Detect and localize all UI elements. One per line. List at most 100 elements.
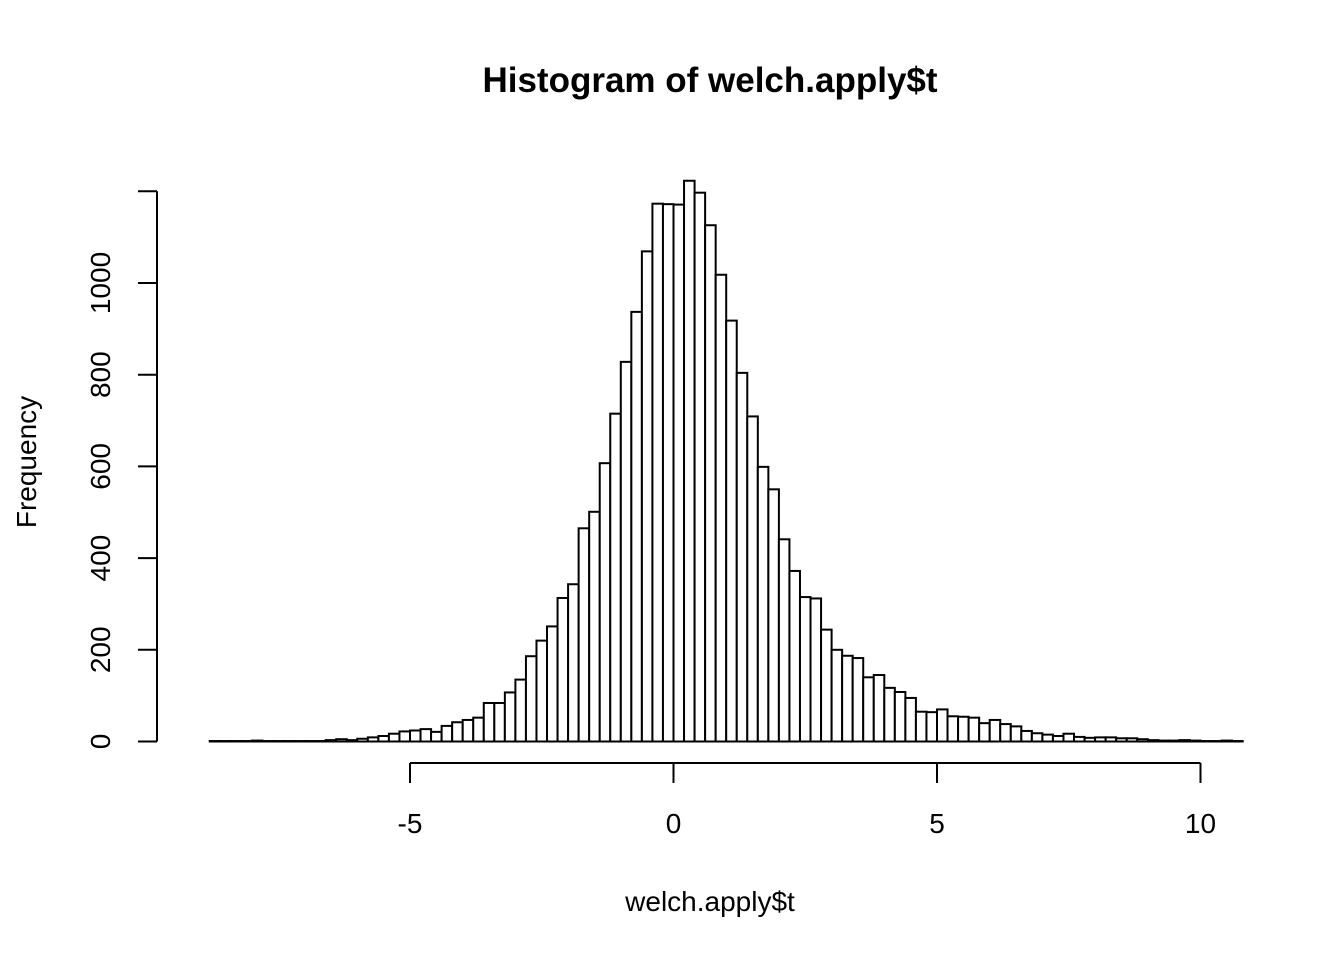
x-axis: -5 0 5 10 [398, 762, 1216, 839]
histogram-bar [472, 716, 485, 743]
histogram-bar [777, 538, 791, 743]
histogram-bar [1051, 734, 1065, 743]
histogram-bar [809, 597, 823, 743]
histogram-bar [324, 739, 338, 743]
histogram-bar [1125, 737, 1139, 743]
histogram-bar [756, 465, 770, 743]
histogram-bar [714, 273, 728, 743]
x-tick-label: 0 [666, 808, 682, 839]
histogram-bar [693, 191, 707, 743]
histogram-bar [630, 310, 643, 743]
histogram-bar [493, 701, 506, 743]
histogram-bar [914, 710, 928, 743]
histogram-bar [514, 678, 527, 743]
histogram-bar [1220, 739, 1234, 743]
histogram-bar [841, 654, 854, 743]
histogram-bar [556, 596, 570, 743]
y-tick-label: 400 [85, 535, 116, 582]
histogram-bar [661, 203, 675, 743]
histogram-bar [946, 715, 960, 743]
histogram-bar [872, 674, 886, 743]
chart-title: Histogram of welch.apply$t [482, 61, 937, 100]
histogram-bar [830, 648, 844, 743]
histogram-bar [482, 701, 496, 743]
histogram-bar [588, 510, 601, 743]
histogram-bar [788, 569, 801, 743]
histogram-bar [356, 737, 369, 743]
histogram-bar [1073, 735, 1086, 743]
histogram-bar [1030, 732, 1044, 743]
histogram-bar [1188, 739, 1202, 743]
histogram-bar [767, 488, 780, 743]
histogram-bar [345, 739, 359, 743]
histogram-bars [208, 179, 1244, 743]
histogram-bar [862, 676, 875, 743]
histogram-bar [904, 696, 917, 743]
histogram-bar [366, 736, 380, 743]
x-tick-label: -5 [398, 808, 423, 839]
y-tick-label: 600 [85, 443, 116, 490]
histogram-bar [978, 722, 991, 743]
histogram-bar [1041, 733, 1054, 743]
x-tick-label: 10 [1185, 808, 1216, 839]
histogram-bar [609, 412, 622, 743]
histogram-bar [851, 657, 865, 743]
histogram-bar [440, 724, 454, 743]
histogram-bar [546, 625, 559, 743]
histogram-bar [535, 639, 549, 743]
histogram-bar [746, 415, 759, 743]
histogram-bar [377, 734, 390, 743]
histogram-bar [999, 723, 1012, 743]
histogram-bar [524, 655, 538, 743]
histogram-bar [1157, 739, 1170, 743]
histogram-bar [430, 730, 443, 743]
histogram-bar [651, 202, 664, 743]
histogram-bar [967, 716, 981, 743]
histogram-bar [1083, 736, 1097, 743]
histogram-bar [503, 691, 517, 743]
histogram-bar [683, 179, 696, 743]
histogram-bar [1178, 739, 1191, 743]
histogram-bar [419, 728, 433, 743]
histogram-bar [577, 527, 591, 743]
y-tick-label: 1000 [85, 252, 116, 314]
histogram-bar [883, 686, 896, 743]
y-tick-label: 0 [85, 734, 116, 750]
histogram-bar [619, 360, 633, 743]
histogram-bar [451, 721, 464, 743]
histogram-bar [925, 711, 939, 743]
histogram-bar [387, 732, 401, 743]
histogram-bar [1009, 725, 1023, 743]
histogram-bar [1115, 737, 1128, 743]
histogram-bar [893, 690, 907, 743]
histogram-bar [1062, 732, 1076, 743]
histogram-bar [335, 738, 348, 743]
histogram-bar [820, 628, 833, 743]
histogram-bar [672, 203, 686, 743]
y-axis-label: Frequency [11, 396, 42, 528]
x-axis-label: welch.apply$t [624, 886, 795, 917]
histogram-bar [936, 708, 949, 743]
histogram-bar [409, 729, 422, 743]
x-tick-label: 5 [929, 808, 945, 839]
histogram-bar [957, 715, 970, 743]
histogram-bar [598, 462, 612, 743]
y-axis: 0 200 400 600 800 1000 [85, 190, 158, 750]
histogram-bar [1167, 739, 1181, 743]
histogram-bar [735, 371, 749, 743]
histogram-bar [250, 739, 264, 743]
histogram-bar [704, 224, 717, 743]
histogram-bar [798, 596, 812, 743]
histogram-bar [461, 718, 475, 743]
histogram-bar [1146, 739, 1160, 743]
histogram-bar [567, 583, 580, 743]
y-tick-label: 200 [85, 626, 116, 673]
histogram-bar [725, 319, 738, 743]
histogram-bar [1020, 729, 1033, 743]
y-tick-label: 800 [85, 351, 116, 398]
histogram-bar [1104, 736, 1118, 743]
histogram-bar [640, 250, 654, 743]
histogram-bar [1094, 736, 1107, 743]
histogram-bar [398, 730, 411, 743]
